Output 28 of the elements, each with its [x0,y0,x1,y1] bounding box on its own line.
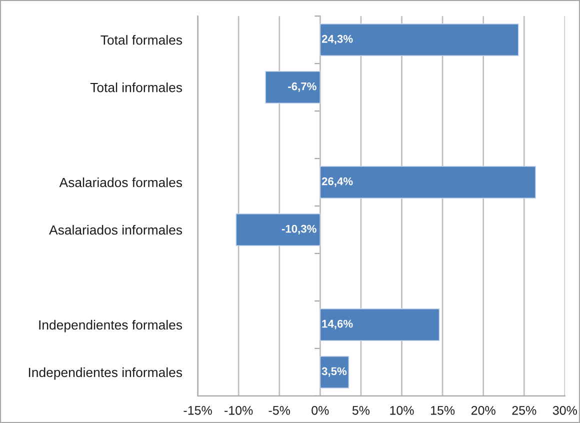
x-tick-label: -5% [268,406,290,415]
data-label: 3,5% [322,367,347,377]
x-tick-label: -15% [184,406,212,415]
y-tick-label: Asalariados formales [59,177,182,188]
x-tick-label: 5% [352,406,370,415]
y-tick-label: Total formales [100,35,182,45]
x-tick-label: 20% [471,406,496,415]
data-label: 24,3% [322,34,353,44]
y-tick-label: Independientes formales [39,320,182,332]
y-tick-label: Total informales [90,82,182,92]
x-tick-label: 15% [430,406,455,415]
bar [265,70,321,104]
bar [320,23,519,56]
bar [320,308,440,342]
y-tick-label: Asalariados informales [49,224,182,235]
bar [320,356,350,389]
bar [320,166,536,199]
data-label: 14,6% [322,320,353,330]
data-label: 26,4% [322,177,353,187]
y-tick-label: Independientes informales [28,367,182,380]
x-tick-label: 30% [552,406,577,415]
x-tick-label: 10% [390,406,414,415]
x-tick-label: 0% [312,406,329,415]
data-label: -6,7% [288,82,316,92]
x-tick-label: -10% [224,406,253,415]
data-label: -10,3% [282,224,316,234]
x-tick-label: 25% [512,406,536,415]
bar [236,213,321,246]
